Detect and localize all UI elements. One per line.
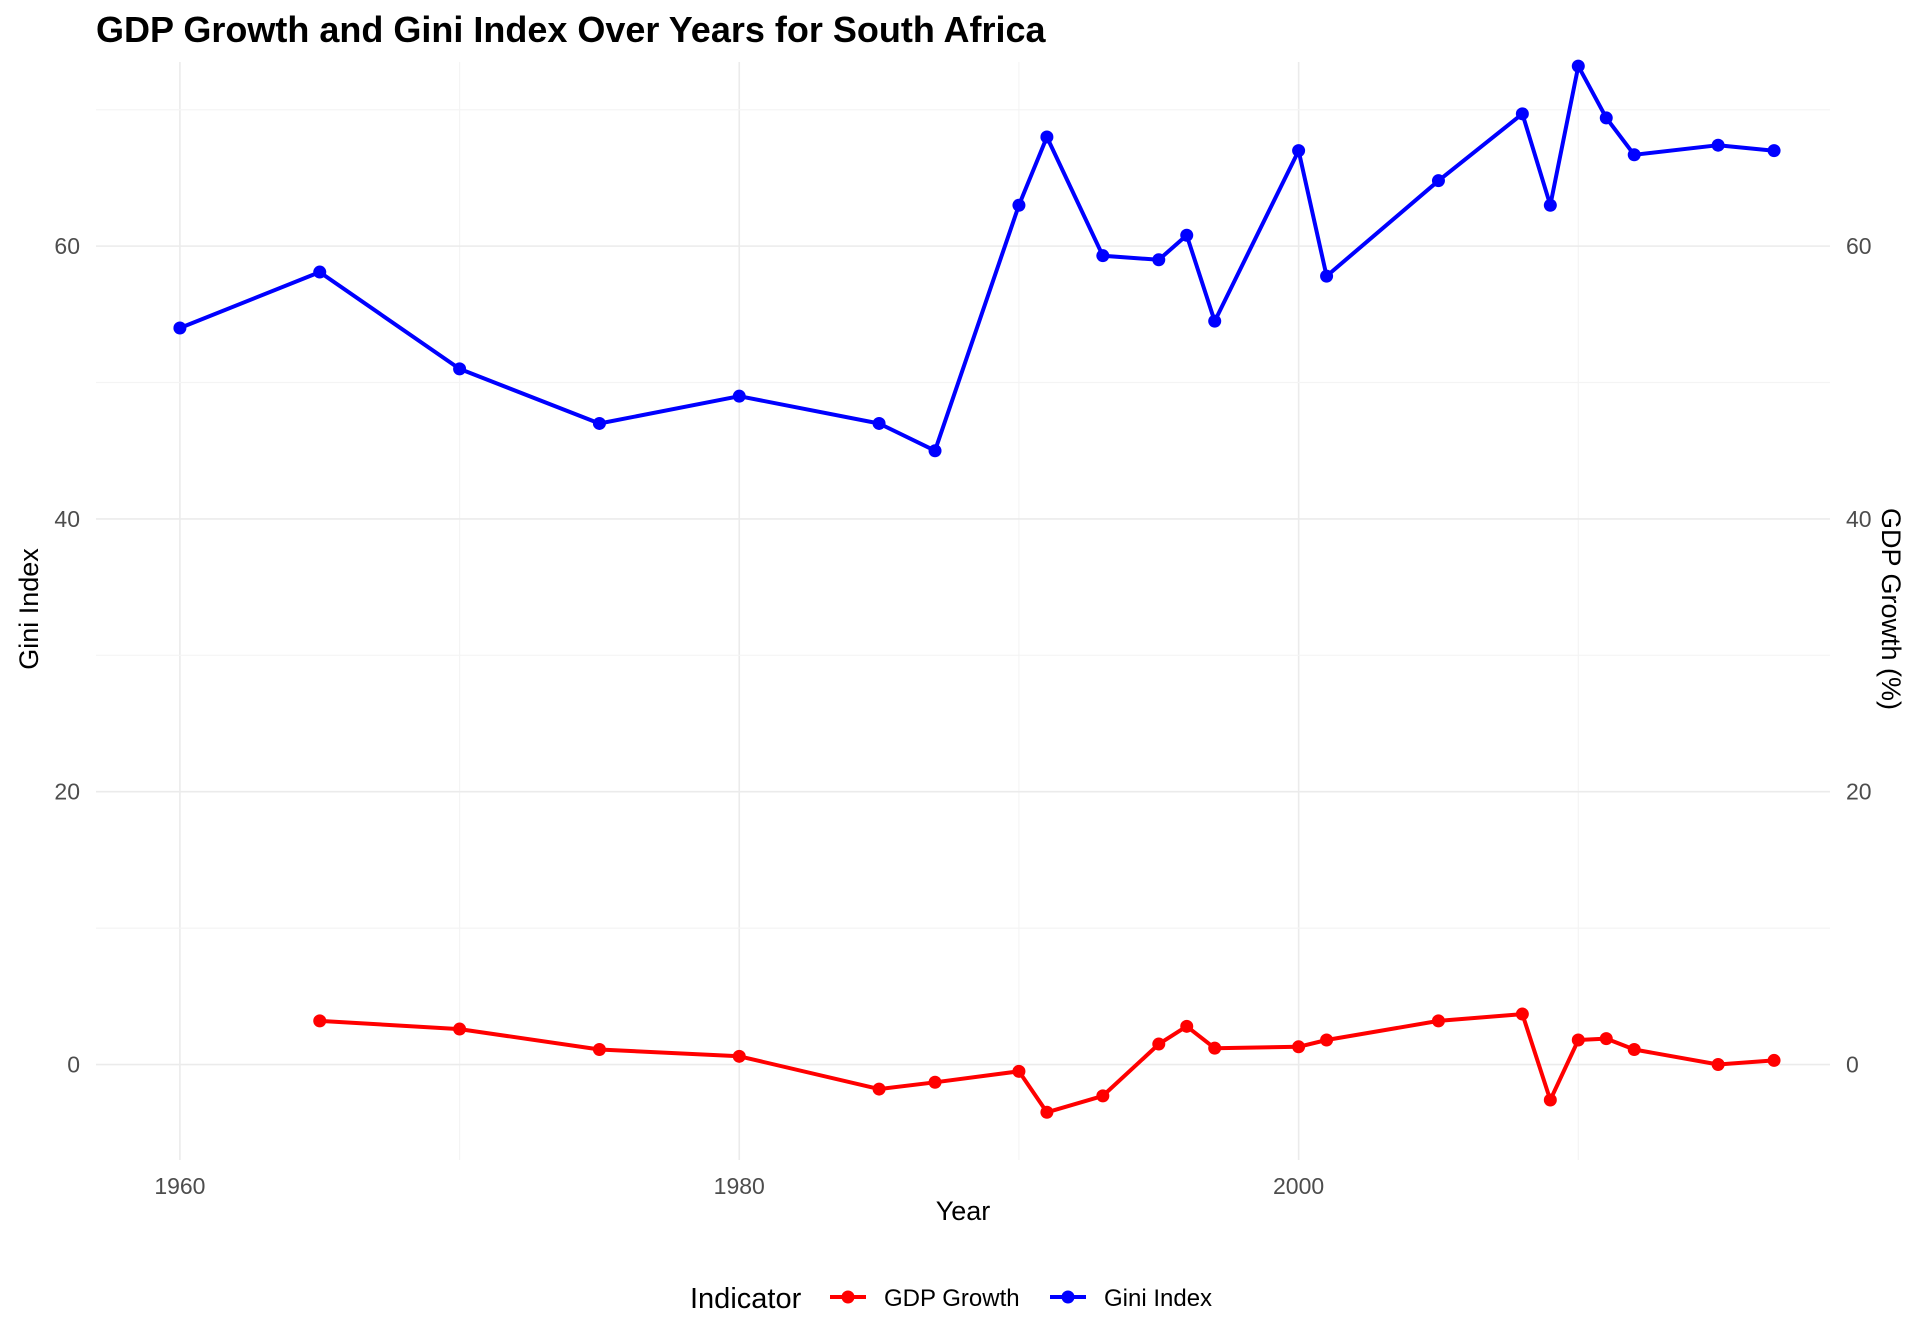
gdp-growth-point bbox=[1431, 1014, 1445, 1028]
gdp-growth-point bbox=[1711, 1058, 1725, 1072]
series-gdp-growth bbox=[313, 1007, 1781, 1119]
chart-title: GDP Growth and Gini Index Over Years for… bbox=[96, 9, 1047, 50]
legend-label: Gini Index bbox=[1104, 1285, 1212, 1312]
gini-index-point bbox=[1767, 144, 1781, 158]
x-tick-label: 2000 bbox=[1273, 1173, 1324, 1199]
legend-item-gdp-growth: GDP Growth bbox=[830, 1285, 1020, 1312]
gini-index-point bbox=[1711, 138, 1725, 152]
gdp-growth-point bbox=[453, 1022, 467, 1036]
gdp-growth-point bbox=[1208, 1041, 1222, 1055]
y-tick-label: 40 bbox=[54, 506, 80, 532]
gdp-growth-point bbox=[1571, 1033, 1585, 1047]
gdp-growth-point bbox=[313, 1014, 327, 1028]
gini-index-point bbox=[1627, 148, 1641, 162]
gini-index-point bbox=[1180, 228, 1194, 242]
gini-index-point bbox=[1208, 314, 1222, 328]
gini-index-point bbox=[1152, 253, 1166, 267]
gdp-growth-point bbox=[1096, 1089, 1110, 1103]
y2-tick-label: 0 bbox=[1846, 1052, 1859, 1078]
y2-axis-title: GDP Growth (%) bbox=[1876, 508, 1906, 710]
gdp-growth-point bbox=[1627, 1043, 1641, 1057]
y2-tick-label: 20 bbox=[1846, 779, 1872, 805]
y-tick-label: 20 bbox=[54, 779, 80, 805]
x-tick-label: 1960 bbox=[154, 1173, 205, 1199]
tick-labels: 1960 1980 2000 0 20 40 60 0 20 40 60 bbox=[54, 233, 1871, 1199]
y-tick-label: 60 bbox=[54, 233, 80, 259]
gini-index-point bbox=[1292, 144, 1306, 158]
y-tick-label: 0 bbox=[67, 1052, 80, 1078]
series-gini-index bbox=[173, 59, 1781, 458]
gdp-growth-point bbox=[1012, 1064, 1026, 1078]
gini-index-point bbox=[453, 362, 467, 376]
gdp-growth-point bbox=[928, 1075, 942, 1089]
gdp-growth-point bbox=[592, 1043, 606, 1057]
gini-index-point bbox=[1040, 130, 1054, 144]
y-axis-title: Gini Index bbox=[14, 548, 44, 670]
gdp-growth-point bbox=[1320, 1033, 1334, 1047]
gdp-growth-line bbox=[319, 1012, 1775, 1115]
gdp-growth-point bbox=[1292, 1040, 1306, 1054]
x-tick-label: 1980 bbox=[714, 1173, 765, 1199]
legend: Indicator GDP Growth Gini Index bbox=[690, 1283, 1212, 1315]
grid bbox=[96, 62, 1830, 1160]
legend-key-point bbox=[1061, 1290, 1075, 1304]
gdp-growth-point bbox=[1599, 1032, 1613, 1046]
gdp-growth-point bbox=[1767, 1053, 1781, 1067]
legend-title: Indicator bbox=[690, 1283, 802, 1315]
gini-index-point bbox=[1431, 174, 1445, 188]
series-layer bbox=[173, 59, 1781, 1119]
y2-tick-label: 60 bbox=[1846, 233, 1872, 259]
gini-index-point bbox=[1543, 198, 1557, 212]
gini-index-point bbox=[732, 389, 746, 403]
y2-tick-label: 40 bbox=[1846, 506, 1872, 532]
gini-index-point bbox=[872, 416, 886, 430]
gdp-growth-point bbox=[1515, 1007, 1529, 1021]
gini-index-point bbox=[173, 321, 187, 335]
gini-index-point bbox=[1515, 107, 1529, 121]
gini-index-point bbox=[1096, 249, 1110, 263]
gini-index-point bbox=[313, 265, 327, 279]
gini-index-point bbox=[1320, 269, 1334, 283]
gdp-growth-point bbox=[872, 1082, 886, 1096]
gdp-growth-point bbox=[1180, 1019, 1194, 1033]
gini-index-point bbox=[928, 444, 942, 458]
legend-key-point bbox=[841, 1290, 855, 1304]
legend-label: GDP Growth bbox=[884, 1285, 1020, 1312]
gini-index-point bbox=[592, 416, 606, 430]
x-axis-title: Year bbox=[936, 1196, 991, 1226]
gdp-growth-point bbox=[1040, 1105, 1054, 1119]
gini-index-point bbox=[1571, 59, 1585, 73]
gini-index-point bbox=[1599, 111, 1613, 125]
gdp-growth-point bbox=[1152, 1037, 1166, 1051]
gini-index-line bbox=[179, 64, 1775, 453]
gini-index-point bbox=[1012, 198, 1026, 212]
legend-item-gini-index: Gini Index bbox=[1050, 1285, 1212, 1312]
gdp-growth-point bbox=[1543, 1093, 1557, 1107]
gdp-growth-point bbox=[732, 1049, 746, 1063]
